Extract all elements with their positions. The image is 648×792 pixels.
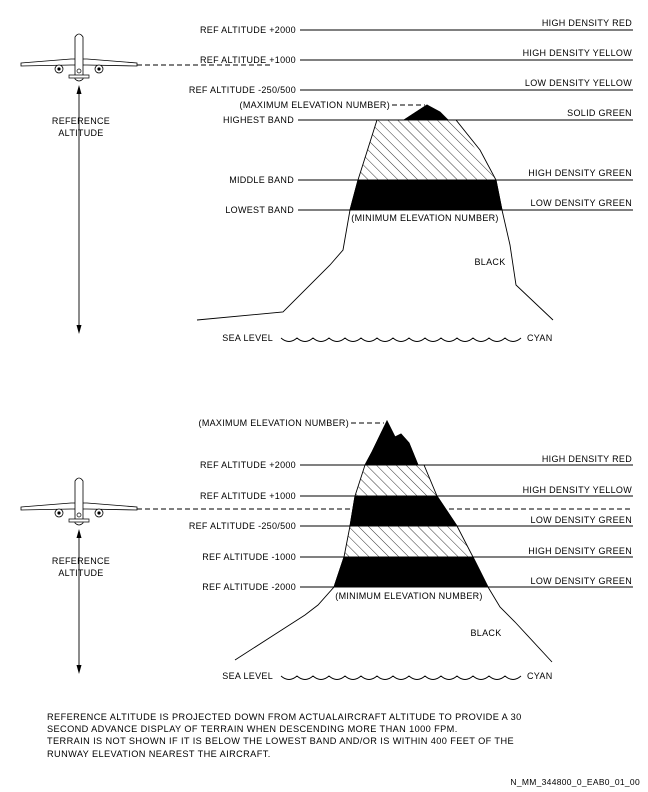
band-hatch-1000 xyxy=(355,465,437,496)
level-label: MIDDLE BAND xyxy=(229,175,294,185)
level-label: REF ALTITUDE +1000 xyxy=(200,491,296,501)
arrow-up-icon xyxy=(76,529,82,538)
color-label: HIGH DENSITY YELLOW xyxy=(523,48,633,58)
reference-label-2: ALTITUDE xyxy=(58,568,103,578)
reference-label-1: REFERENCE xyxy=(52,116,110,126)
level-label: REF ALTITUDE +2000 xyxy=(200,460,296,470)
peak-solid xyxy=(364,420,419,466)
level-label: REF ALTITUDE +1000 xyxy=(200,55,296,65)
middle-band-hatch xyxy=(358,120,496,180)
sea-waves xyxy=(280,337,522,342)
band-solid-neg2000 xyxy=(333,556,489,588)
color-label: LOW DENSITY GREEN xyxy=(531,515,632,525)
mountain-outline xyxy=(196,104,554,321)
level-label: HIGHEST BAND xyxy=(223,115,294,125)
sea-level-label: SEA LEVEL xyxy=(222,333,273,343)
max-elevation-label: (MAXIMUM ELEVATION NUMBER) xyxy=(199,418,349,428)
cyan-label: CYAN xyxy=(527,671,553,681)
level-label: REF ALTITUDE +2000 xyxy=(200,25,296,35)
arrow-down-icon xyxy=(76,325,82,334)
color-label: LOW DENSITY YELLOW xyxy=(525,78,632,88)
aircraft-icon xyxy=(20,477,138,526)
footnote-line: RUNWAY ELEVATION NEAREST THE AIRCRAFT. xyxy=(47,748,271,759)
aircraft-icon xyxy=(20,33,138,82)
band-hatch-neg1000 xyxy=(344,526,473,557)
arrow-up-icon xyxy=(76,85,82,94)
color-label: HIGH DENSITY GREEN xyxy=(528,168,632,178)
sea-waves xyxy=(280,675,522,680)
footnote: REFERENCE ALTITUDE IS PROJECTED DOWN FRO… xyxy=(47,711,607,760)
bottom-diagram: REFERENCE ALTITUDE REF ALTITUDE +2000 RE… xyxy=(20,418,633,681)
level-label: REF ALTITUDE -250/500 xyxy=(189,85,296,95)
level-label: LOWEST BAND xyxy=(225,205,294,215)
min-elevation-label: (MINIMUM ELEVATION NUMBER) xyxy=(351,213,498,223)
mountain-outline xyxy=(234,419,553,663)
color-label: HIGH DENSITY GREEN xyxy=(528,546,632,556)
cyan-label: CYAN xyxy=(527,333,553,343)
min-elevation-label: (MINIMUM ELEVATION NUMBER) xyxy=(335,591,482,601)
level-label: REF ALTITUDE -250/500 xyxy=(189,521,296,531)
color-label: HIGH DENSITY RED xyxy=(542,18,632,28)
color-label: LOW DENSITY GREEN xyxy=(531,576,632,586)
arrow-down-icon xyxy=(76,665,82,674)
color-label: HIGH DENSITY RED xyxy=(542,454,632,464)
black-label: BLACK xyxy=(470,628,501,638)
footnote-line: SECOND ADVANCE DISPLAY OF TERRAIN WHEN D… xyxy=(47,724,458,735)
sea-level-label: SEA LEVEL xyxy=(222,671,273,681)
color-label: LOW DENSITY GREEN xyxy=(531,198,632,208)
level-label: REF ALTITUDE -2000 xyxy=(202,582,296,592)
lowest-band-solid xyxy=(349,179,503,211)
color-label: HIGH DENSITY YELLOW xyxy=(523,485,633,495)
reference-label-1: REFERENCE xyxy=(52,556,110,566)
level-label: REF ALTITUDE -1000 xyxy=(202,552,296,562)
black-label: BLACK xyxy=(474,257,505,267)
reference-label-2: ALTITUDE xyxy=(58,128,103,138)
document-id: N_MM_344800_0_EAB0_01_00 xyxy=(510,777,640,787)
color-label: SOLID GREEN xyxy=(567,108,632,118)
peak-solid xyxy=(402,104,449,121)
top-diagram: REFERENCE ALTITUDE REF ALTITUDE +2000 RE… xyxy=(20,18,633,343)
footnote-line: TERRAIN IS NOT SHOWN IF IT IS BELOW THE … xyxy=(47,736,515,747)
band-solid-250 xyxy=(349,495,458,527)
max-elevation-label: (MAXIMUM ELEVATION NUMBER) xyxy=(240,100,390,110)
footnote-line: REFERENCE ALTITUDE IS PROJECTED DOWN FRO… xyxy=(47,712,522,722)
